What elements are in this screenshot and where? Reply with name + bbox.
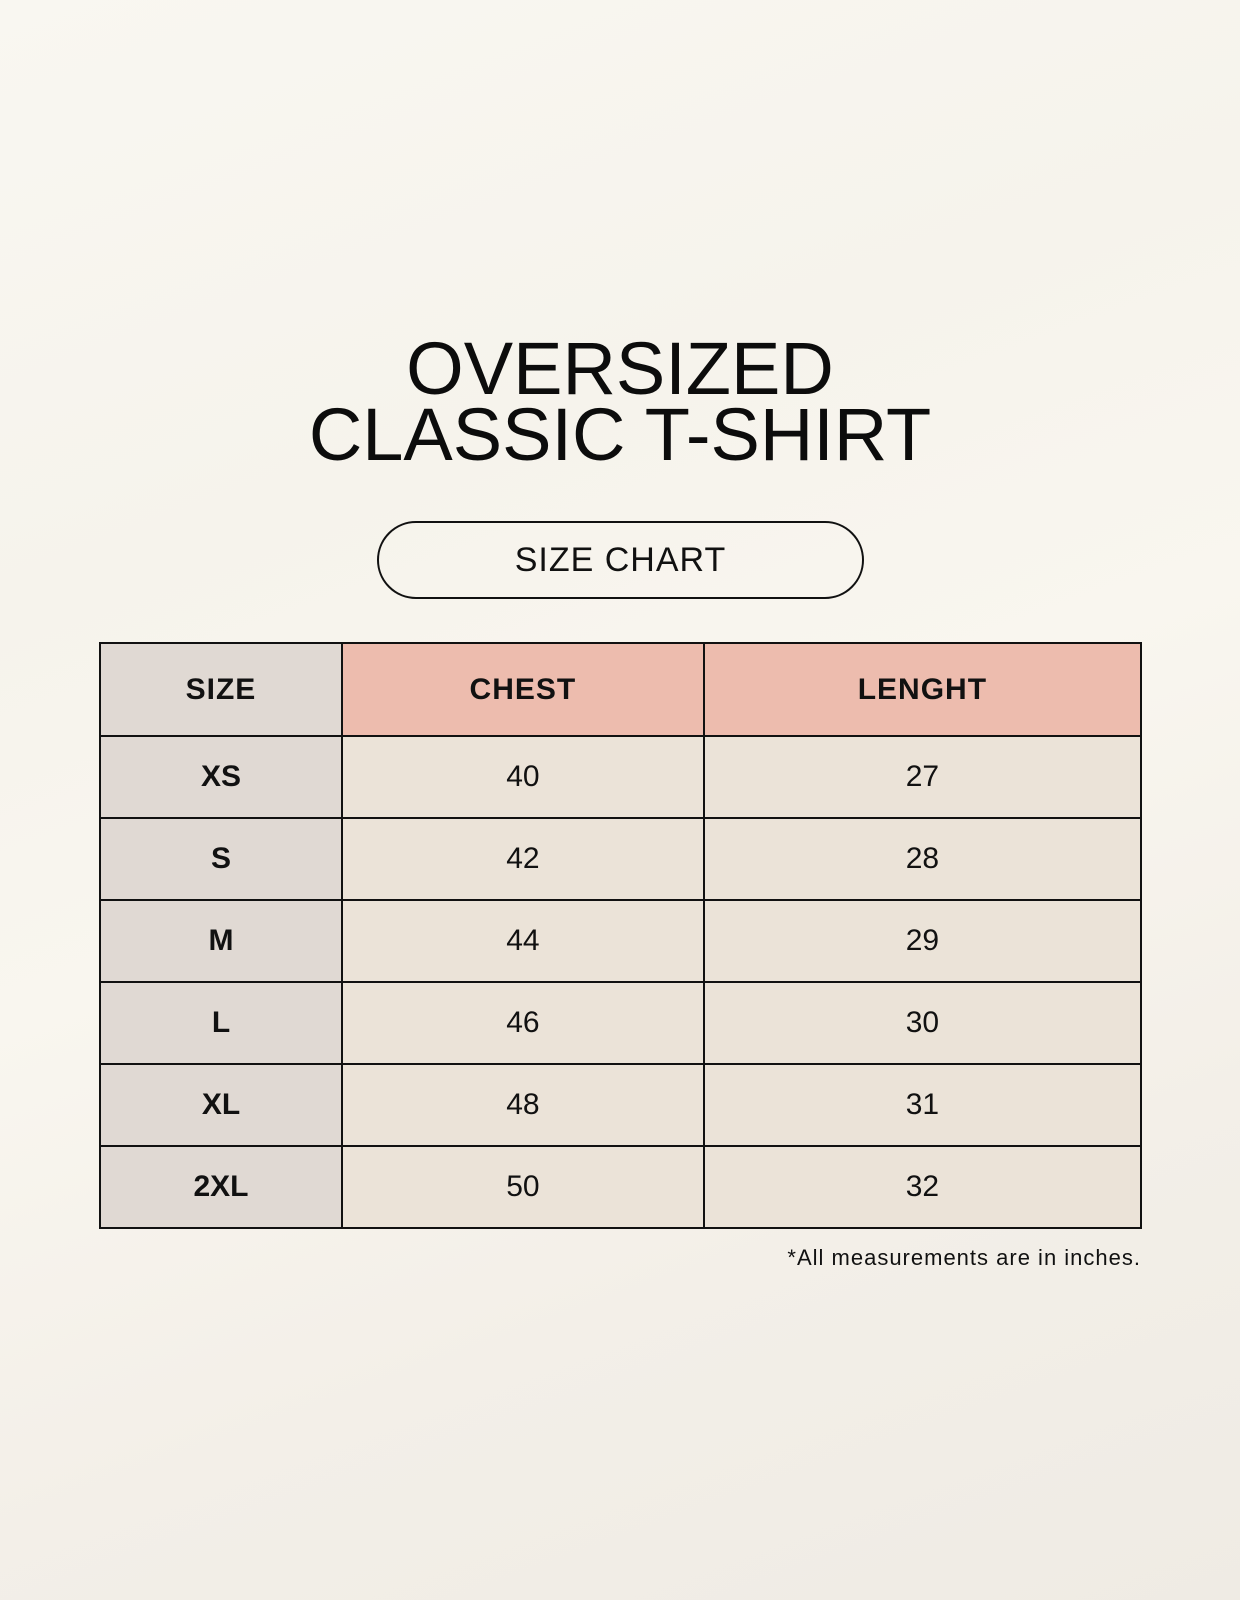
cell-length: 27 xyxy=(702,735,1143,819)
cell-length: 30 xyxy=(702,981,1143,1065)
table-row: 2XL 50 32 xyxy=(99,1145,1143,1229)
cell-chest: 42 xyxy=(340,817,705,901)
header-size: SIZE xyxy=(99,642,343,737)
cell-size: S xyxy=(99,817,343,901)
table-row: S 42 28 xyxy=(99,817,1143,901)
table-row: XL 48 31 xyxy=(99,1063,1143,1147)
cell-length: 32 xyxy=(702,1145,1143,1229)
cell-size: M xyxy=(99,899,343,983)
cell-size: XS xyxy=(99,735,343,819)
cell-chest: 40 xyxy=(340,735,705,819)
table-row: XS 40 27 xyxy=(99,735,1143,819)
cell-size: 2XL xyxy=(99,1145,343,1229)
size-chart-badge: SIZE CHART xyxy=(377,521,864,599)
cell-length: 29 xyxy=(702,899,1143,983)
table-row: M 44 29 xyxy=(99,899,1143,983)
header-chest: CHEST xyxy=(340,642,705,737)
cell-chest: 50 xyxy=(340,1145,705,1229)
title-line-2: CLASSIC T-SHIRT xyxy=(308,393,932,476)
cell-length: 28 xyxy=(702,817,1143,901)
table-row: L 46 30 xyxy=(99,981,1143,1065)
table-header-row: SIZE CHEST LENGHT xyxy=(99,642,1143,737)
cell-size: L xyxy=(99,981,343,1065)
cell-chest: 46 xyxy=(340,981,705,1065)
cell-chest: 48 xyxy=(340,1063,705,1147)
title-line-1: OVERSIZED xyxy=(406,327,834,410)
cell-length: 31 xyxy=(702,1063,1143,1147)
cell-size: XL xyxy=(99,1063,343,1147)
cell-chest: 44 xyxy=(340,899,705,983)
footnote: *All measurements are in inches. xyxy=(787,1245,1141,1270)
page-title: OVERSIZED CLASSIC T-SHIRT xyxy=(0,327,1240,476)
header-length: LENGHT xyxy=(702,642,1143,737)
size-table: SIZE CHEST LENGHT XS 40 27 S 42 28 M 44 29 L 46 30 X… xyxy=(99,642,1143,1229)
